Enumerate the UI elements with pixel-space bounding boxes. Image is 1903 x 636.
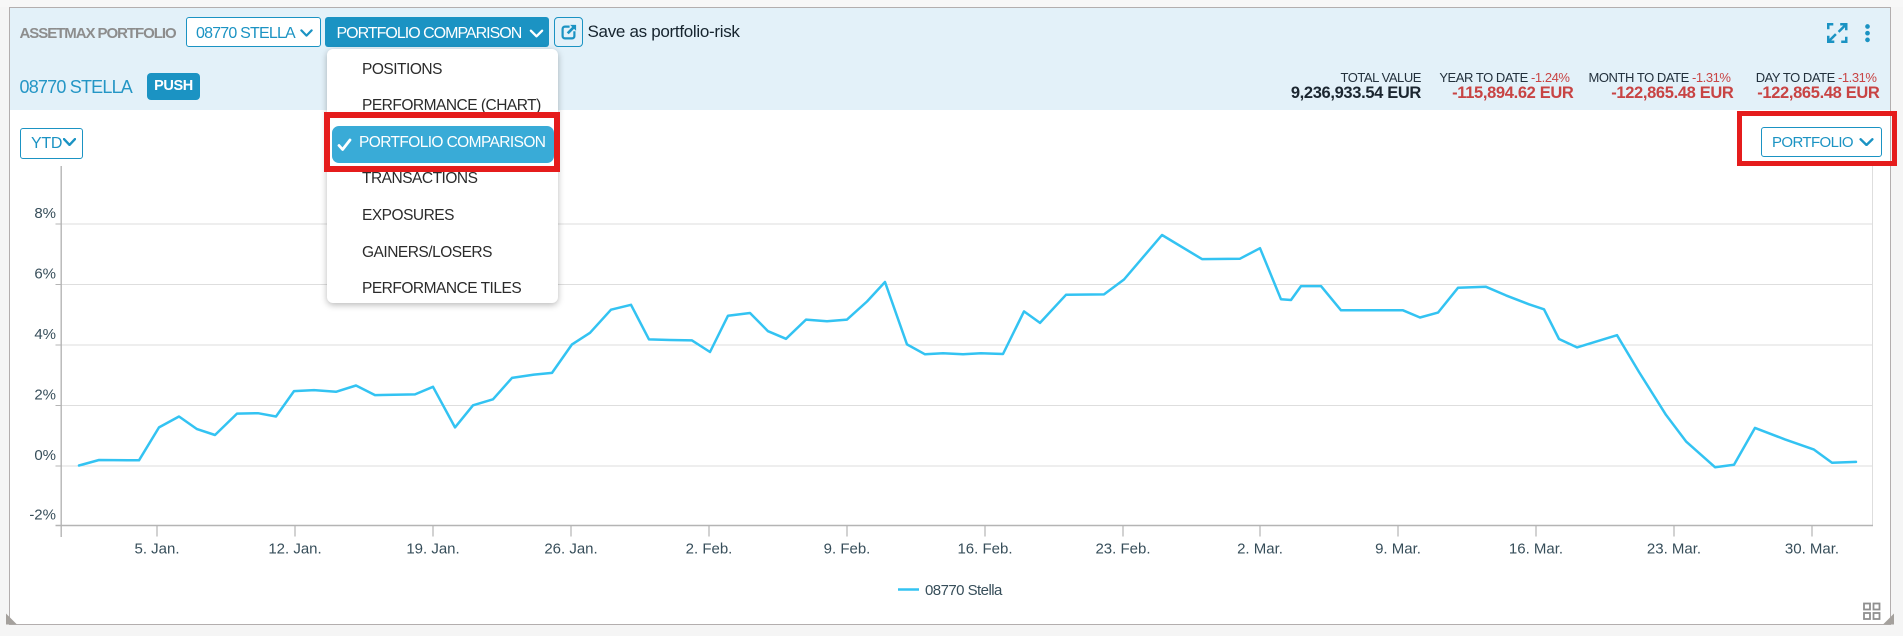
svg-text:2%: 2%	[34, 387, 56, 404]
svg-text:2. Feb.: 2. Feb.	[686, 541, 733, 558]
svg-text:16. Feb.: 16. Feb.	[957, 541, 1012, 558]
svg-text:23. Feb.: 23. Feb.	[1095, 541, 1150, 558]
svg-text:23. Mar.: 23. Mar.	[1647, 541, 1701, 558]
svg-text:6%: 6%	[34, 266, 56, 283]
svg-text:8%: 8%	[34, 205, 56, 222]
svg-text:26. Jan.: 26. Jan.	[544, 541, 597, 558]
svg-text:4%: 4%	[34, 326, 56, 343]
svg-text:-2%: -2%	[29, 507, 56, 524]
svg-text:30. Mar.: 30. Mar.	[1785, 541, 1839, 558]
svg-text:19. Jan.: 19. Jan.	[406, 541, 459, 558]
svg-text:12. Jan.: 12. Jan.	[268, 541, 321, 558]
svg-text:2. Mar.: 2. Mar.	[1237, 541, 1283, 558]
svg-text:9. Feb.: 9. Feb.	[824, 541, 871, 558]
svg-text:0%: 0%	[34, 447, 56, 464]
svg-text:08770 Stella: 08770 Stella	[925, 582, 1003, 599]
svg-text:16. Mar.: 16. Mar.	[1509, 541, 1563, 558]
svg-text:9. Mar.: 9. Mar.	[1375, 541, 1421, 558]
svg-text:5. Jan.: 5. Jan.	[134, 541, 179, 558]
